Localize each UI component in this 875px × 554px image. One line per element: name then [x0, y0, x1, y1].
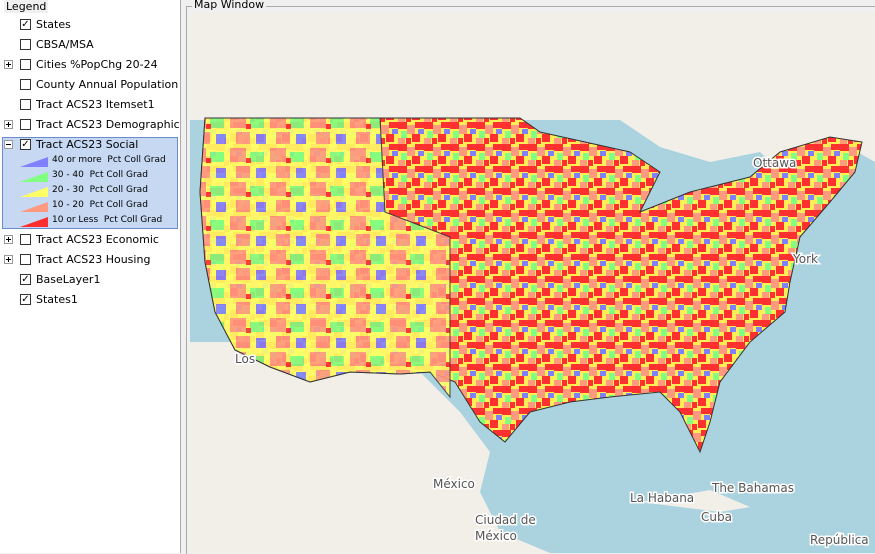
class-swatch: [20, 172, 48, 182]
map-title: Map Window: [192, 0, 267, 11]
layer-checkbox[interactable]: [20, 79, 31, 90]
place-label: Ottawa: [753, 156, 796, 170]
class-label: 10 or Less Pct Coll Grad: [52, 215, 163, 225]
selected-layer: [2, 137, 178, 229]
layer-name: States: [36, 18, 71, 31]
class-swatch: [20, 202, 48, 212]
layer-expander[interactable]: [4, 120, 13, 129]
layer-checkbox[interactable]: [20, 254, 31, 265]
class-label: 40 or more Pct Coll Grad: [52, 155, 166, 165]
layer-expander[interactable]: [4, 60, 13, 69]
layer-checkbox[interactable]: [20, 234, 31, 245]
class-swatch: [20, 157, 48, 167]
layer-name: States1: [36, 293, 78, 306]
layer-name: Tract ACS23 Housing: [36, 253, 151, 266]
class-swatch: [20, 217, 48, 227]
class-label: 30 - 40 Pct Coll Grad: [52, 170, 148, 180]
layer-name: Tract ACS23 Economic: [36, 233, 159, 246]
place-label: Los: [235, 352, 255, 366]
class-label: 10 - 20 Pct Coll Grad: [52, 200, 148, 210]
layer-checkbox[interactable]: ✓: [20, 294, 31, 305]
layer-checkbox[interactable]: [20, 39, 31, 50]
layer-checkbox[interactable]: ✓: [20, 19, 31, 30]
layer-checkbox[interactable]: ✓: [20, 274, 31, 285]
layer-checkbox[interactable]: [20, 59, 31, 70]
layer-expander[interactable]: [4, 255, 13, 264]
layer-name: Tract ACS23 Social: [36, 138, 139, 151]
place-label: The Bahamas: [711, 481, 794, 495]
layer-name: County Annual Population: [36, 78, 179, 91]
layer-name: Cities %PopChg 20-24: [36, 58, 158, 71]
layer-name: Tract ACS23 Itemset1: [36, 98, 155, 111]
layer-expander[interactable]: [4, 235, 13, 244]
layer-expander[interactable]: [4, 140, 13, 149]
layer-checkbox[interactable]: ✓: [20, 139, 31, 150]
place-label: República: [810, 533, 869, 547]
layer-name: Tract ACS23 Demographic: [36, 118, 180, 131]
place-label: México: [433, 477, 475, 491]
legend-title: Legend: [4, 0, 49, 13]
canada: [190, 12, 875, 187]
place-label: York: [792, 252, 818, 266]
layer-checkbox[interactable]: [20, 99, 31, 110]
layer-name: CBSA/MSA: [36, 38, 94, 51]
map-frame: [186, 6, 875, 554]
mexico: [190, 342, 550, 553]
place-label: Cuba: [701, 510, 732, 524]
place-label: México: [475, 529, 517, 543]
cuba: [640, 490, 750, 512]
place-label: Ciudad de: [475, 513, 536, 527]
west-tracts[interactable]: [199, 117, 451, 399]
map[interactable]: Ottawa York Los México La Habana The Bahamas C…: [190, 12, 875, 553]
place-label: La Habana: [630, 491, 694, 505]
layer-name: BaseLayer1: [36, 273, 101, 286]
layer-checkbox[interactable]: [20, 119, 31, 130]
class-label: 20 - 30 Pct Coll Grad: [52, 185, 148, 195]
class-swatch: [20, 187, 48, 197]
